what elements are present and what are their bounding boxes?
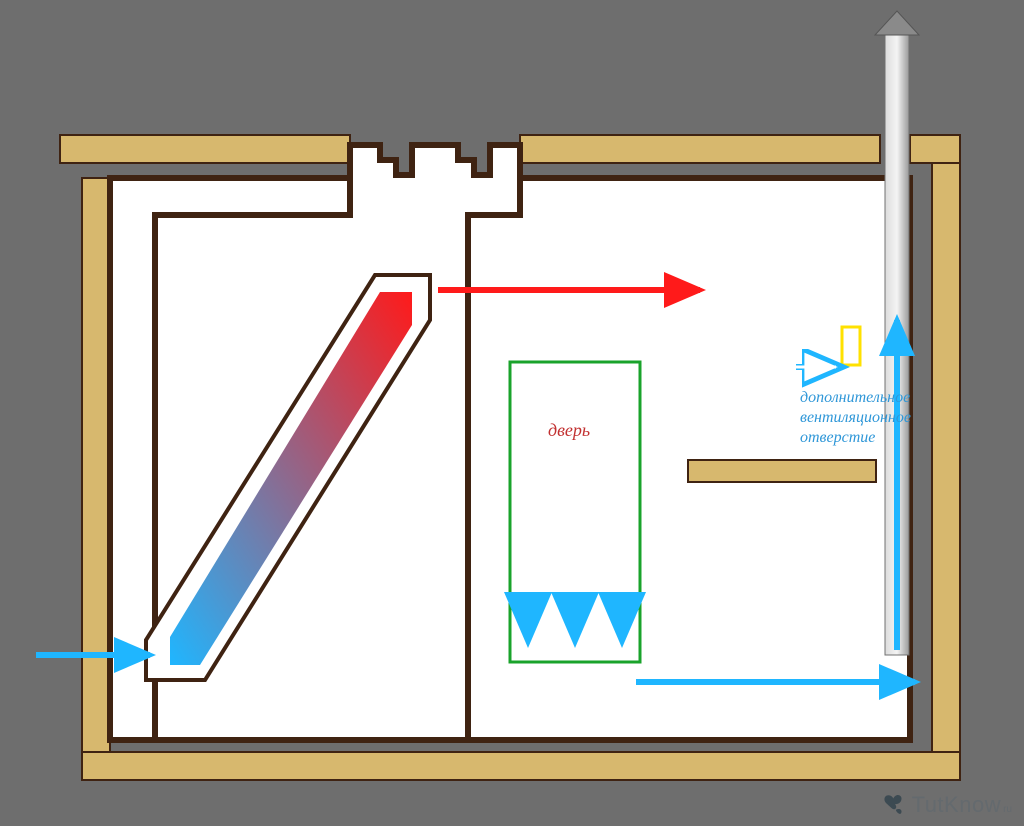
door-label: дверь xyxy=(548,420,590,441)
watermark: TutKnow ru xyxy=(882,792,1012,818)
watermark-suffix: ru xyxy=(1003,804,1012,815)
watermark-text: TutKnow xyxy=(912,792,1002,818)
diagram-canvas: дверь дополнительноевентиляционноеотверс… xyxy=(0,0,1024,826)
right-wall xyxy=(932,163,960,752)
bench xyxy=(688,460,876,482)
watermark-icon xyxy=(882,792,908,818)
left-wall xyxy=(82,178,110,752)
vent-label: дополнительноевентиляционноеотверстие xyxy=(800,388,911,448)
bottom-slab xyxy=(82,752,960,780)
